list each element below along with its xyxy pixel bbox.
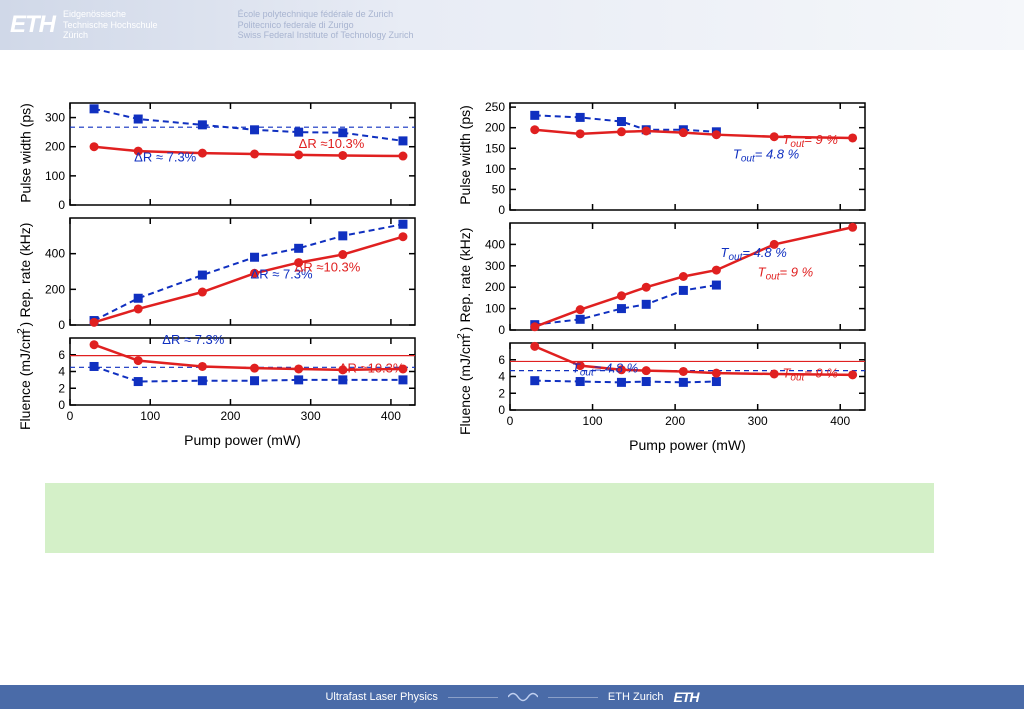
header-text-multi: École polytechnique fédérale de Zurich P… bbox=[238, 9, 414, 41]
svg-text:200: 200 bbox=[45, 140, 65, 154]
svg-text:ΔR ≈ 7.3%: ΔR ≈ 7.3% bbox=[162, 332, 225, 347]
left-chart-column: 0100200300ΔR ≈ 7.3%ΔR ≈10.3%Pulse width … bbox=[15, 95, 435, 453]
svg-text:Tout= 9 %: Tout= 9 % bbox=[758, 265, 813, 283]
svg-text:200: 200 bbox=[220, 409, 240, 423]
svg-text:4: 4 bbox=[58, 365, 65, 379]
svg-text:ΔR ≈10.3%: ΔR ≈10.3% bbox=[295, 260, 361, 275]
eth-logo: ETH bbox=[10, 11, 55, 39]
svg-text:300: 300 bbox=[45, 111, 65, 125]
svg-text:200: 200 bbox=[485, 121, 505, 135]
svg-text:250: 250 bbox=[485, 100, 505, 114]
wave-icon bbox=[508, 690, 538, 704]
svg-text:400: 400 bbox=[45, 247, 65, 261]
header-banner: ETH Eidgenössische Technische Hochschule… bbox=[0, 0, 1024, 50]
svg-text:50: 50 bbox=[492, 182, 506, 196]
svg-text:Tout= 4.8 %: Tout= 4.8 % bbox=[721, 245, 787, 263]
svg-text:Tout= 4.8 %: Tout= 4.8 % bbox=[733, 147, 799, 165]
y-axis-label: Pulse width (ps) bbox=[457, 95, 473, 215]
svg-text:2: 2 bbox=[498, 386, 505, 400]
svg-text:2: 2 bbox=[58, 381, 65, 395]
footer-right: ETH Zurich bbox=[608, 691, 664, 703]
chart-panel: 0 100 200 300 400 Tout= 4.8 % Tout= 9 % bbox=[455, 215, 885, 335]
svg-text:400: 400 bbox=[485, 237, 505, 251]
svg-text:300: 300 bbox=[301, 409, 321, 423]
header-text-de: Eidgenössische Technische Hochschule Zür… bbox=[63, 9, 158, 41]
svg-text:200: 200 bbox=[45, 282, 65, 296]
x-axis-label: Pump power (mW) bbox=[15, 432, 415, 448]
svg-text:200: 200 bbox=[665, 414, 685, 428]
right-chart-column: 050100150200250Tout= 4.8 %Tout= 9 %Pulse… bbox=[455, 95, 885, 453]
svg-text:0: 0 bbox=[58, 198, 65, 210]
svg-text:ΔR ≈ 7.3%: ΔR ≈ 7.3% bbox=[134, 149, 197, 164]
svg-text:6: 6 bbox=[498, 353, 505, 367]
svg-text:200: 200 bbox=[485, 280, 505, 294]
svg-text:0: 0 bbox=[67, 409, 74, 423]
chart-panel: 0 100 200 300 ΔR ≈ 7.3% ΔR ≈10.3% bbox=[15, 95, 435, 210]
svg-text:100: 100 bbox=[485, 302, 505, 316]
y-axis-label: Rep. rate (kHz) bbox=[17, 210, 33, 330]
svg-text:300: 300 bbox=[485, 259, 505, 273]
chart-panel: 02460100200300400ΔR ≈ 7.3%ΔR ≈10.3% bbox=[15, 330, 435, 430]
caption-box bbox=[45, 483, 934, 553]
y-axis-label: Rep. rate (kHz) bbox=[457, 215, 473, 335]
svg-text:0: 0 bbox=[498, 203, 505, 215]
footer-bar: Ultrafast Laser Physics ETH Zurich ETH bbox=[0, 685, 1024, 709]
footer-left: Ultrafast Laser Physics bbox=[325, 691, 437, 703]
charts-grid: 0100200300ΔR ≈ 7.3%ΔR ≈10.3%Pulse width … bbox=[0, 50, 1024, 463]
svg-text:400: 400 bbox=[381, 409, 401, 423]
svg-text:100: 100 bbox=[485, 162, 505, 176]
svg-text:100: 100 bbox=[45, 169, 65, 183]
chart-panel: 02460100200300400Tout= 4.8 %Tout= 9 % bbox=[455, 335, 885, 435]
x-axis-label: Pump power (mW) bbox=[455, 437, 865, 453]
svg-text:ΔR ≈10.3%: ΔR ≈10.3% bbox=[299, 136, 365, 151]
svg-text:6: 6 bbox=[58, 348, 65, 362]
y-axis-label: Fluence (mJ/cm )2 bbox=[17, 330, 33, 430]
y-axis-label: Pulse width (ps) bbox=[17, 95, 33, 210]
svg-text:4: 4 bbox=[498, 370, 505, 384]
svg-text:0: 0 bbox=[58, 318, 65, 330]
svg-text:100: 100 bbox=[583, 414, 603, 428]
svg-text:Tout= 9 %: Tout= 9 % bbox=[782, 132, 837, 150]
svg-text:100: 100 bbox=[140, 409, 160, 423]
y-axis-label: Fluence (mJ/cm )2 bbox=[457, 335, 473, 435]
svg-text:0: 0 bbox=[507, 414, 514, 428]
svg-text:0: 0 bbox=[498, 403, 505, 417]
footer-logo: ETH bbox=[674, 689, 699, 705]
svg-text:Tout= 9 %: Tout= 9 % bbox=[782, 365, 837, 383]
svg-text:ΔR ≈10.3%: ΔR ≈10.3% bbox=[339, 360, 405, 375]
svg-text:0: 0 bbox=[58, 398, 65, 412]
chart-panel: 0 50 100 150 200 250 Tout= 4.8 %Tout= 9 % bbox=[455, 95, 885, 215]
svg-text:400: 400 bbox=[830, 414, 850, 428]
svg-text:150: 150 bbox=[485, 141, 505, 155]
svg-text:300: 300 bbox=[748, 414, 768, 428]
svg-text:0: 0 bbox=[498, 323, 505, 335]
chart-panel: 0200400ΔR ≈ 7.3%ΔR ≈10.3% bbox=[15, 210, 435, 330]
